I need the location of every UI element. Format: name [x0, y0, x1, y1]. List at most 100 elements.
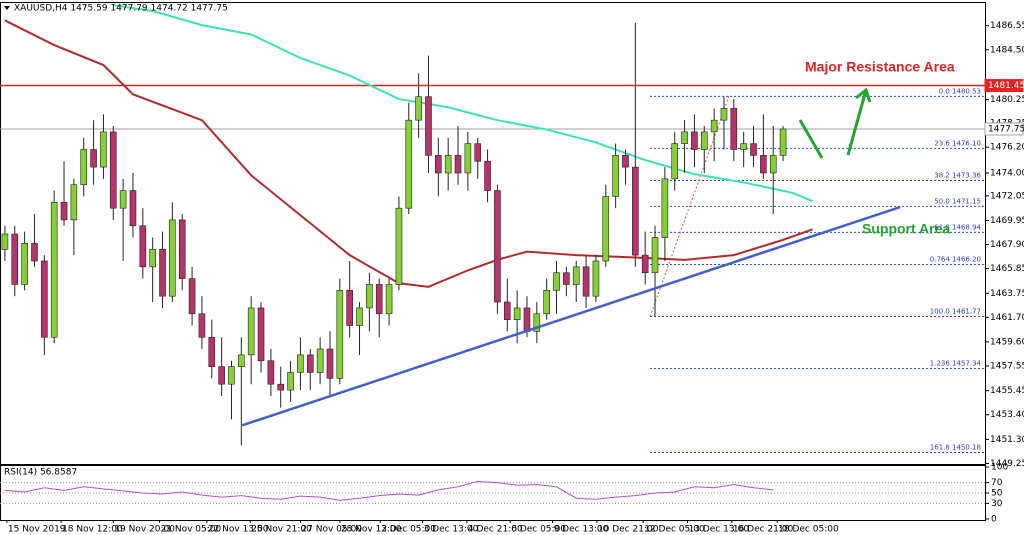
candle-body: [444, 155, 452, 174]
y-tick-label: 50: [991, 489, 1003, 499]
y-tick-label: 1469.95: [990, 216, 1024, 226]
candle-body: [11, 233, 19, 285]
candle-body: [484, 160, 491, 191]
candle-body: [375, 284, 383, 315]
candle-body: [287, 372, 294, 391]
candle-body: [100, 131, 107, 168]
x-tick-label: 25 Nov 21:00: [251, 525, 312, 535]
candle-body: [139, 225, 147, 268]
y-tick-label: 1455.45: [990, 386, 1024, 396]
candle-body: [257, 307, 265, 362]
candle-body: [346, 290, 353, 326]
candle-body: [533, 313, 541, 332]
candle-body: [622, 155, 629, 168]
candle-body: [198, 313, 206, 338]
x-tick-label: 10 Dec 21:00: [598, 525, 659, 535]
candle-body: [760, 155, 767, 174]
x-tick-label: 2 Dec 05:00: [381, 525, 436, 535]
x-tick-label: 4 Dec 21:00: [468, 525, 523, 535]
y-tick-label: 1476.20: [990, 143, 1024, 153]
candle-body: [50, 202, 58, 338]
y-tick-label: 1449.25: [990, 459, 1024, 469]
candle-body: [503, 301, 511, 320]
candle-body: [671, 143, 679, 180]
candle-body: [21, 243, 28, 285]
fib-label: 61.8 1468.94: [934, 223, 981, 231]
candle-body: [385, 284, 393, 315]
candle-body: [405, 119, 413, 209]
x-tick-label: 18 Nov 12:00: [62, 525, 123, 535]
candle-body: [700, 131, 708, 150]
candle-body: [129, 190, 137, 227]
candle-body: [356, 307, 363, 326]
y-tick-label: 1467.90: [990, 240, 1024, 250]
candle-body: [454, 155, 462, 174]
candle-body: [297, 354, 304, 373]
y-tick-label: 70: [991, 478, 1003, 488]
up-arrow: [846, 87, 872, 156]
candle-body: [70, 184, 78, 221]
candle-body: [632, 166, 639, 256]
fib-label: 23.6 1476.10: [934, 139, 981, 147]
resistance-label: Major Resistance Area: [805, 59, 955, 75]
candle-body: [159, 248, 166, 297]
candle-body: [681, 131, 688, 144]
candle-body: [119, 190, 127, 209]
candle-body: [641, 254, 649, 274]
x-tick-label: 16 Dec 21:00: [733, 525, 794, 535]
y-tick-label: 1484.50: [990, 45, 1024, 55]
y-tick-label: 100: [991, 463, 1008, 473]
trendline: [241, 205, 901, 427]
candle-body: [513, 307, 521, 320]
candle-body: [80, 149, 88, 186]
x-tick-label: 3 Dec 13:00: [424, 525, 479, 535]
candle-body: [208, 336, 216, 367]
candle-body: [247, 307, 255, 356]
x-tick-label: 19 Nov 20:00: [114, 525, 175, 535]
candle-body: [543, 290, 550, 315]
x-tick-label: 22 Nov 13:00: [208, 525, 269, 535]
y-tick-label: 1453.40: [990, 410, 1024, 420]
candle-body: [730, 108, 738, 150]
candle-body: [592, 260, 600, 297]
candle-body: [228, 366, 235, 385]
y-tick-label: 1474.00: [990, 168, 1024, 178]
x-tick-label: 13 Dec 13:00: [689, 525, 750, 535]
header: XAUUSD,H4 1475.59 1477.79 1474.72 1477.7…: [14, 4, 228, 14]
price-label-box: [984, 79, 1024, 93]
price-label-box: [984, 122, 1024, 136]
candle-body: [336, 290, 344, 379]
price-label: 1477.75: [988, 124, 1024, 134]
y-tick-label: 1465.85: [990, 264, 1024, 274]
y-tick-label: 1451.30: [990, 435, 1024, 445]
fib-label: 50.0 1471.15: [934, 197, 981, 205]
candle-body: [612, 155, 619, 197]
candle-body: [395, 207, 403, 285]
fib-label: 100.0 1461.77: [930, 307, 981, 315]
candle-body: [415, 96, 422, 121]
candle-body: [769, 155, 777, 174]
y-tick-label: 1480.25: [990, 95, 1024, 105]
x-tick-label: 28 Nov 13:00: [341, 525, 402, 535]
fib-label: 1.236 1457.34: [930, 359, 982, 367]
menu-arrow: [4, 6, 10, 10]
y-tick-label: 1461.70: [990, 313, 1024, 323]
y-tick-label: 30: [991, 499, 1003, 509]
candle-body: [779, 128, 787, 156]
candle-body: [267, 360, 275, 385]
candle-body: [425, 96, 432, 156]
moving-average: [4, 19, 813, 288]
candle-body: [553, 272, 560, 291]
candle-body: [572, 266, 580, 285]
fib-label: 161.8 1450.18: [930, 444, 981, 452]
x-tick-label: 9 Dec 13:00: [554, 525, 609, 535]
x-tick-label: 6 Dec 05:00: [511, 525, 566, 535]
fib-label: 0.764 1466.20: [930, 256, 981, 264]
candle-body: [306, 354, 314, 373]
moving-average: [113, 4, 814, 203]
support-label: Support Area: [862, 221, 950, 237]
candle-body: [661, 178, 669, 238]
candle-body: [750, 143, 757, 156]
